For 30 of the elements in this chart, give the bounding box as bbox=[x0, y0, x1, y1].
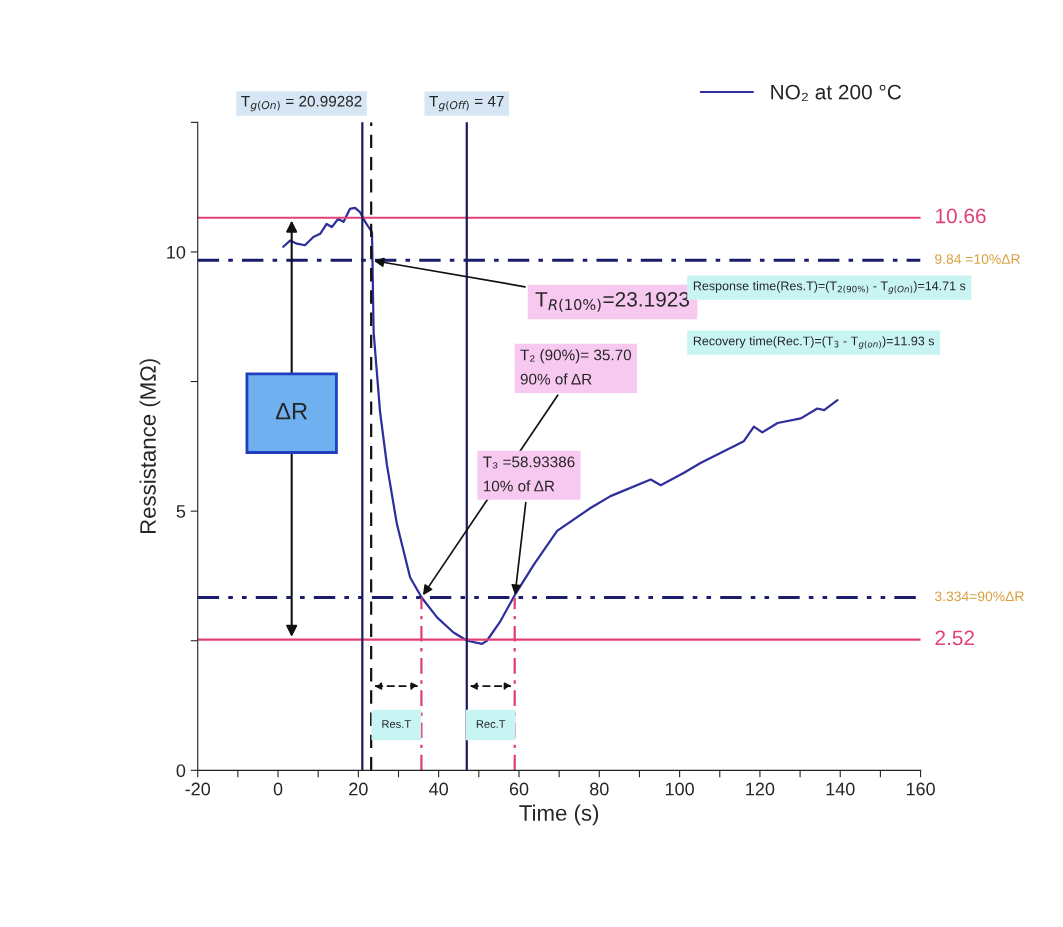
annotation: T₂ (90%)= 35.70 90% of ΔR bbox=[520, 349, 632, 385]
x-tick-label: 0 bbox=[273, 782, 283, 796]
x-tick-label: 120 bbox=[746, 782, 775, 796]
x-tick-label: 100 bbox=[665, 782, 694, 796]
x-tick-label: 80 bbox=[590, 782, 609, 796]
y-tick-label: 0 bbox=[176, 764, 186, 778]
x-tick-label: 140 bbox=[826, 782, 855, 796]
annotation: T$_{R(10%)}$=23.1923 bbox=[535, 291, 690, 312]
ref-line-label: T$_{g(Off)}$ = 47 bbox=[429, 95, 504, 112]
annotation: ΔR bbox=[275, 403, 307, 420]
x-tick-label: 40 bbox=[429, 782, 448, 796]
x-tick-label: -20 bbox=[185, 782, 211, 796]
annotation: Recovery time(Rec.T)=(T$_{3}$ - T$_{g(on)}$)=11.93 s bbox=[693, 336, 935, 350]
x-axis-title: Time (s) bbox=[519, 804, 599, 826]
ref-line-label: 3.334=90%ΔR bbox=[934, 591, 1024, 602]
annotation: Res.T bbox=[382, 720, 411, 728]
annotation: Rec.T bbox=[476, 720, 506, 728]
annotation: T₃ =58.93386 10% of ΔR bbox=[483, 456, 575, 492]
y-tick-label: 5 bbox=[176, 505, 186, 518]
ref-line-label: 2.52 bbox=[935, 630, 974, 646]
x-tick-label: 160 bbox=[906, 782, 935, 796]
annotation: Response time(Res.T)=(T$_{2(90%)}$ - T$_{g(On)}$)=14.71 s bbox=[693, 281, 966, 295]
x-tick-label: 60 bbox=[509, 782, 529, 796]
ref-line-label: T$_{g(On)}$ = 20.99282 bbox=[241, 95, 362, 112]
y-tick-label: 10 bbox=[167, 245, 186, 259]
x-tick-label: 20 bbox=[349, 782, 368, 796]
ref-line-label: 9.84 =10%ΔR bbox=[935, 254, 1020, 264]
ref-line-label: 10.66 bbox=[936, 208, 986, 224]
legend-label: NO₂ at 200 °C bbox=[771, 84, 902, 102]
y-axis-title: Ressistance (MΩ) bbox=[139, 359, 161, 534]
